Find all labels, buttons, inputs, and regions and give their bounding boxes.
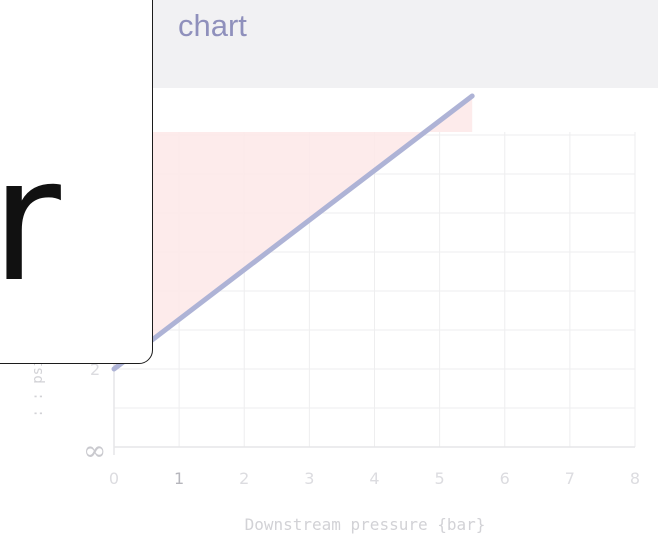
x-tick-label: 1	[174, 469, 184, 488]
zero-marker: ∞	[83, 434, 106, 467]
x-tick-label: 3	[304, 469, 314, 488]
chart-tick-labels: 0 1 2 3 4 5 6 7 8 2	[90, 360, 640, 488]
chart-series	[111, 93, 475, 372]
y-tick-label: 2	[90, 360, 100, 379]
x-tick-label: 2	[239, 469, 249, 488]
page-title: chart	[178, 8, 247, 43]
x-tick-label: 0	[109, 469, 119, 488]
x-tick-label: 6	[500, 469, 510, 488]
chart-grid	[113, 132, 636, 448]
y-axis-label: : : psi	[30, 358, 46, 417]
x-tick-label: 5	[435, 469, 445, 488]
overlay-card: r	[0, 0, 153, 364]
x-tick-label: 7	[565, 469, 575, 488]
x-axis-label: Downstream pressure {bar}	[245, 515, 486, 534]
x-tick-label: 4	[369, 469, 379, 488]
series-line	[111, 93, 475, 372]
overlay-glyph: r	[0, 136, 61, 306]
x-tick-label: 8	[630, 469, 640, 488]
